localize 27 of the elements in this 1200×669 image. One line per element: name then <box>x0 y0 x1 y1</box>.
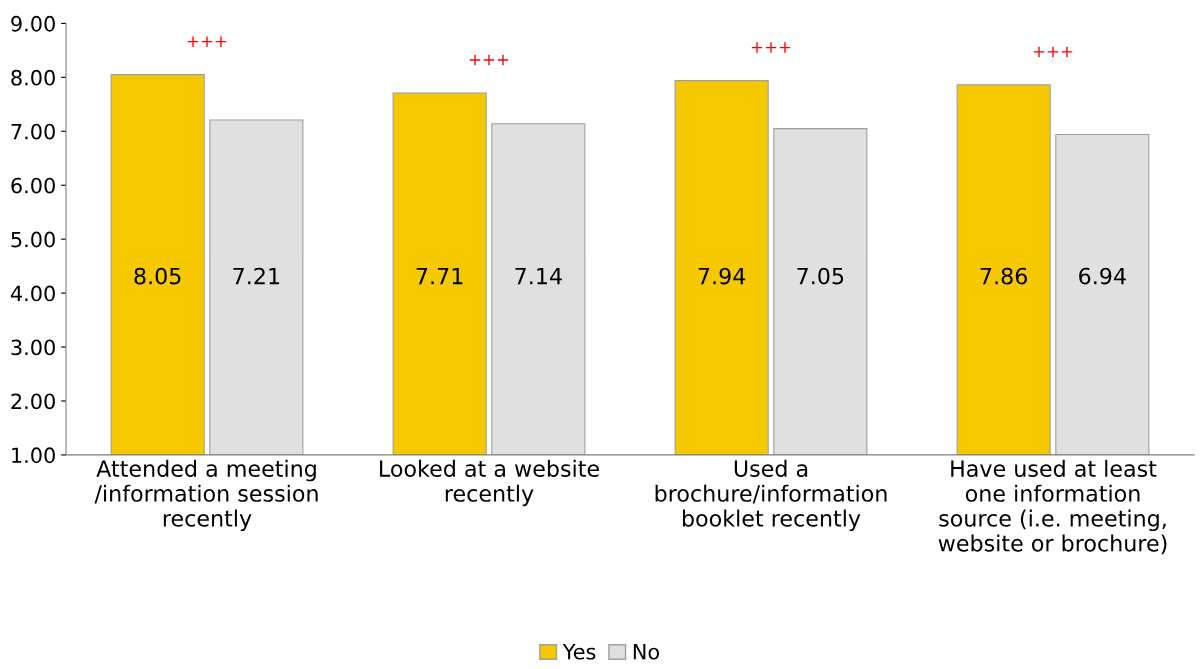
y-tick-label: 1.00 <box>12 447 55 464</box>
x-tick-label: Attended a meeting /information session recently <box>94 459 318 532</box>
data-label: 7.71 <box>416 267 463 285</box>
data-label: 7.94 <box>698 267 746 285</box>
legend-label: No <box>633 644 660 660</box>
y-tick-label: 2.00 <box>11 393 55 410</box>
data-label: 7.86 <box>980 267 1027 285</box>
y-tick-label: 9.00 <box>11 15 55 32</box>
data-label: 7.14 <box>515 267 562 285</box>
y-tick-label: 4.00 <box>10 285 55 302</box>
annotation: +++ <box>1033 46 1073 58</box>
legend-label: Yes <box>562 644 596 660</box>
x-tick-label: Used a brochure/information booklet recently <box>655 459 887 532</box>
x-tick-label: Looked at a website recently <box>380 459 599 507</box>
data-label: 7.21 <box>233 267 280 285</box>
data-label: 7.05 <box>797 267 844 285</box>
y-tick-label: 6.00 <box>11 177 55 194</box>
annotation: +++ <box>187 36 227 47</box>
x-tick-label: Have used at least one information source (i.e. meeting, website or brochure) <box>938 459 1167 555</box>
y-tick-label: 3.00 <box>11 339 55 356</box>
data-label: 6.94 <box>1079 267 1126 285</box>
y-tick-label: 8.00 <box>11 69 55 86</box>
y-tick-label: 7.00 <box>11 123 55 140</box>
annotation: +++ <box>469 54 509 66</box>
annotation: +++ <box>751 42 791 53</box>
data-label: 8.05 <box>134 267 181 285</box>
y-tick-label: 5.00 <box>11 231 55 248</box>
